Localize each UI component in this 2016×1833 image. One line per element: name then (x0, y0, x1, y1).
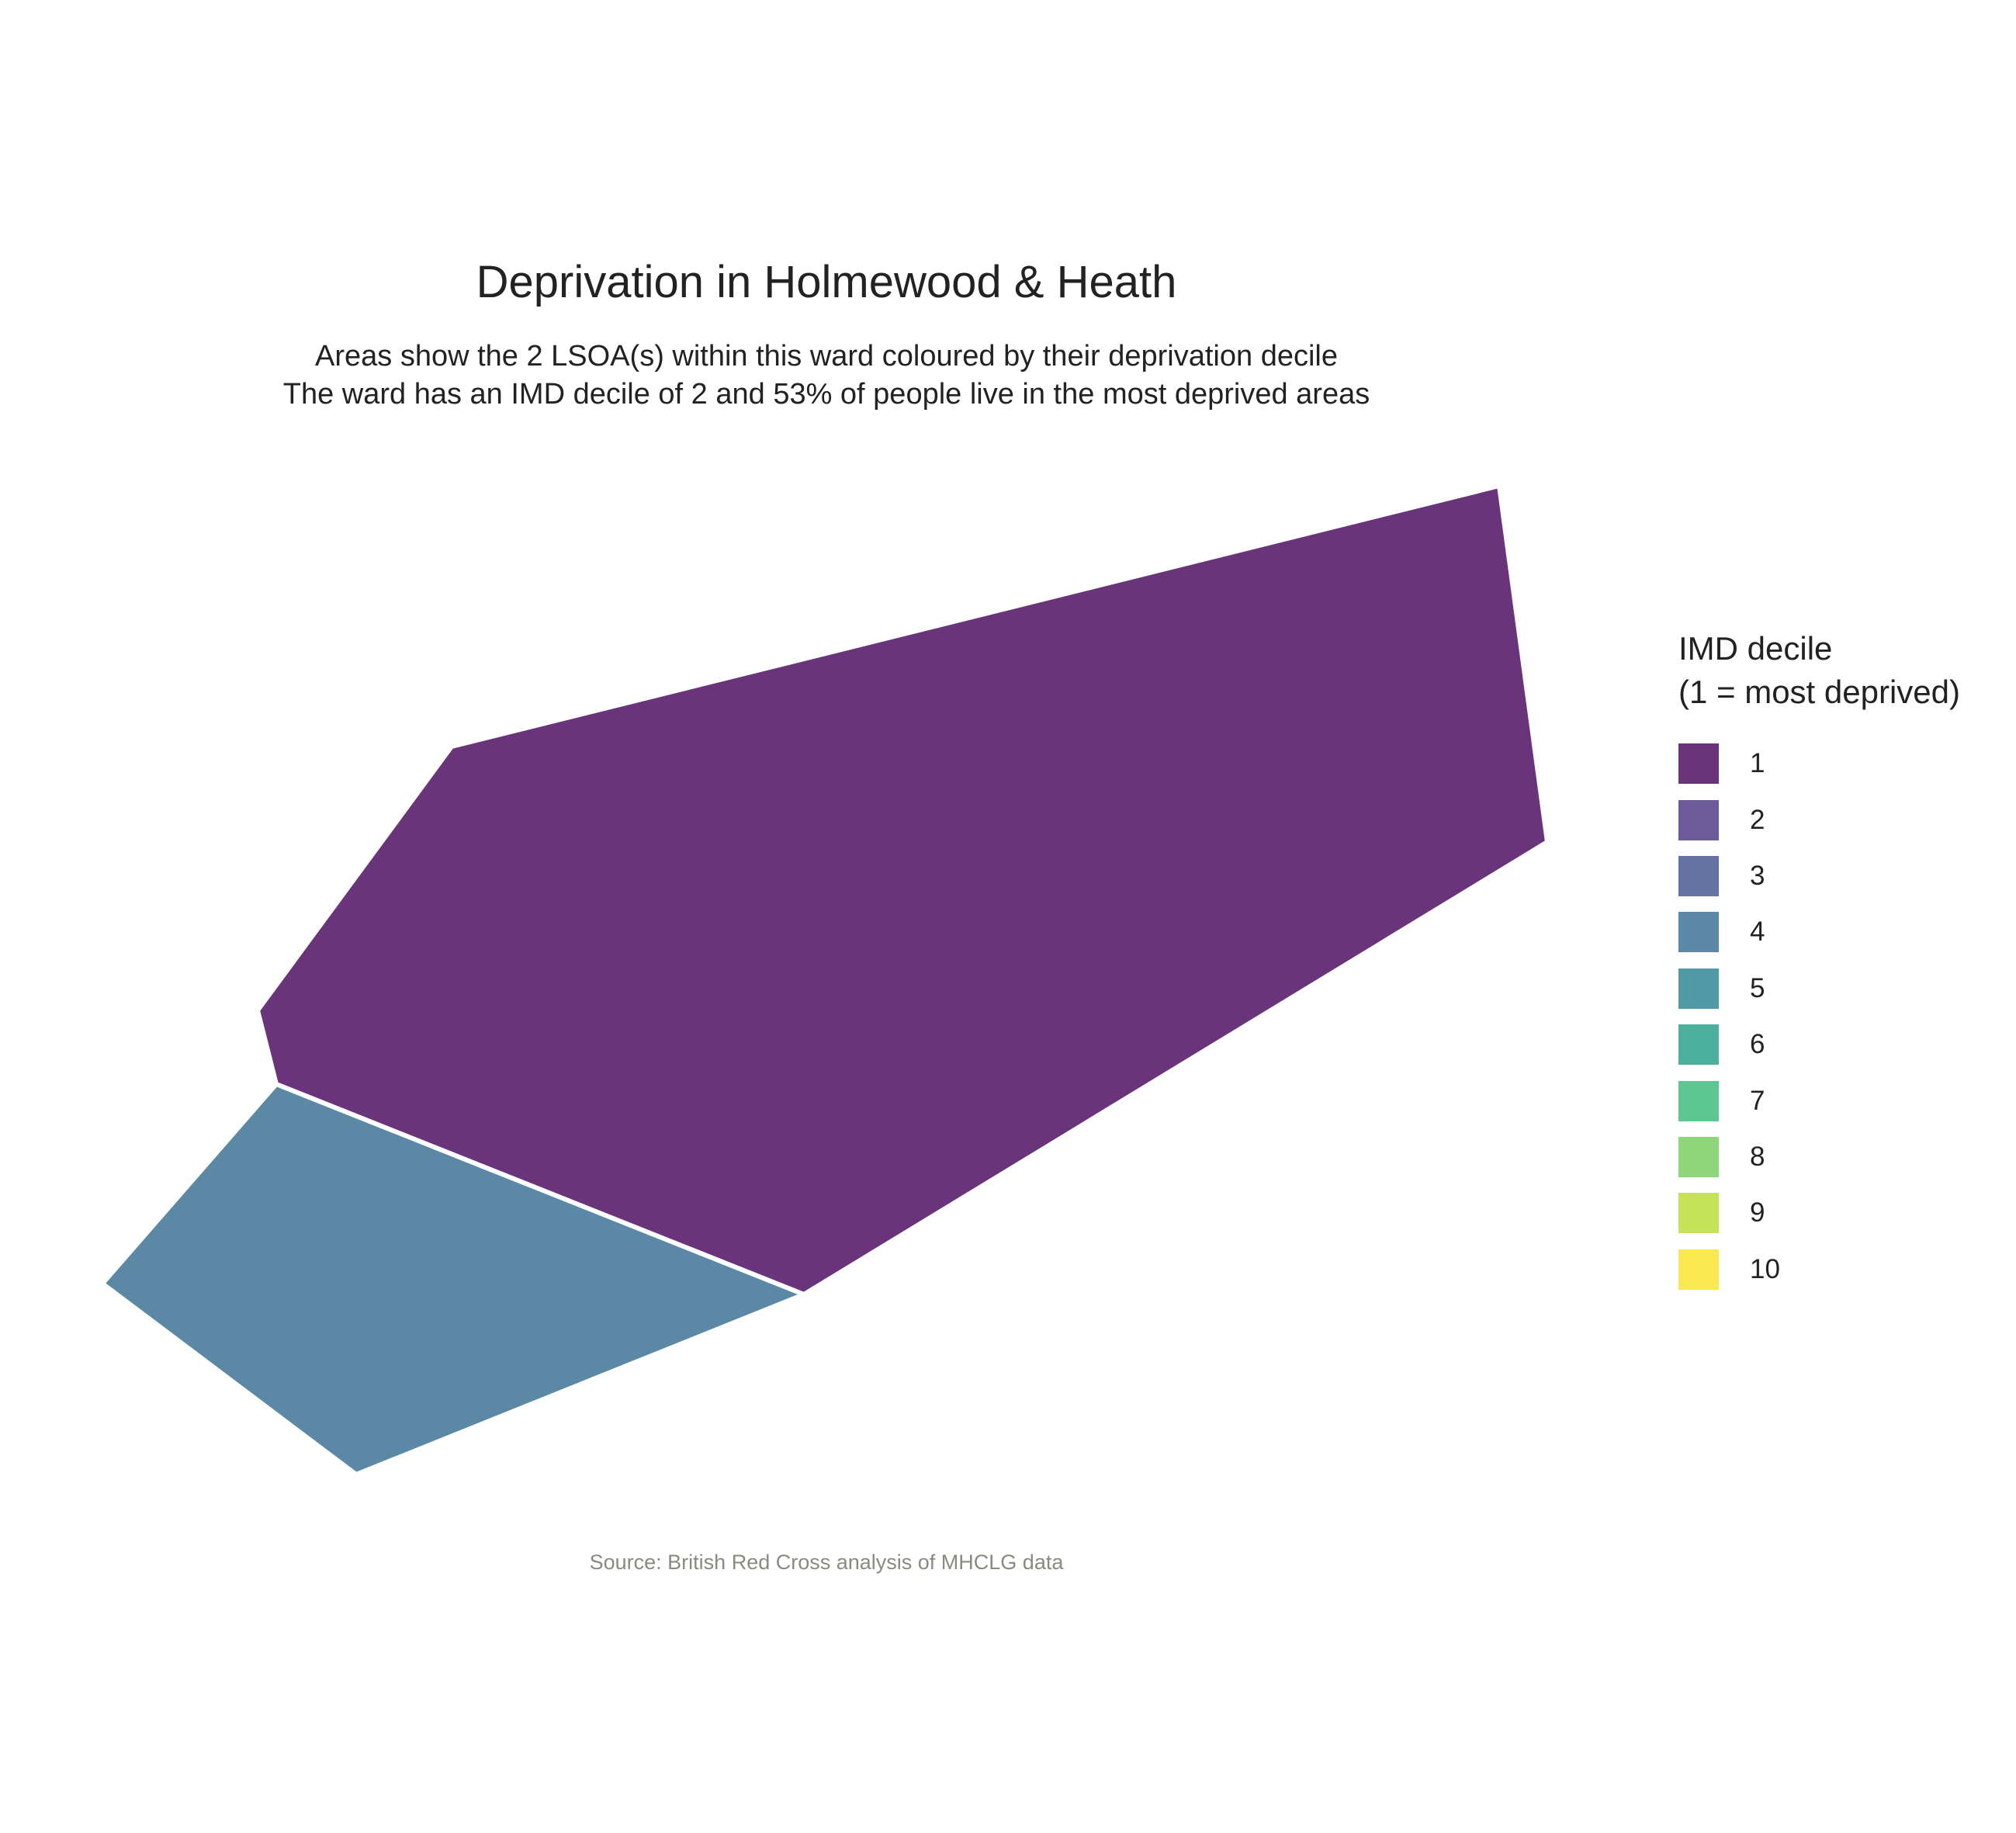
legend-label: 3 (1750, 860, 1765, 891)
legend-label: 6 (1750, 1029, 1765, 1060)
legend-item-9: 9 (1678, 1185, 1960, 1241)
legend-item-10: 10 (1678, 1242, 1960, 1298)
legend-item-5: 5 (1678, 961, 1960, 1017)
legend-label: 1 (1750, 748, 1765, 779)
legend-title-line-2: (1 = most deprived) (1678, 674, 1960, 710)
legend-item-7: 7 (1678, 1072, 1960, 1128)
legend-label: 10 (1750, 1253, 1780, 1284)
map-subtitle-line-1: Areas show the 2 LSOA(s) within this war… (315, 340, 1338, 372)
legend-swatch-2 (1678, 799, 1719, 840)
legend: IMD decile (1 = most deprived) 1 2 3 4 5 6 7 8 9… (1678, 627, 1960, 1298)
source-caption: Source: British Red Cross analysis of MH… (589, 1551, 1064, 1574)
legend-swatch-8 (1678, 1136, 1719, 1177)
legend-swatch-9 (1678, 1193, 1719, 1234)
legend-item-8: 8 (1678, 1129, 1960, 1185)
legend-label: 7 (1750, 1085, 1765, 1116)
legend-item-3: 3 (1678, 848, 1960, 904)
legend-swatch-6 (1678, 1024, 1719, 1065)
legend-swatch-10 (1678, 1249, 1719, 1290)
legend-swatch-4 (1678, 912, 1719, 953)
legend-item-2: 2 (1678, 792, 1960, 847)
legend-item-1: 1 (1678, 736, 1960, 792)
legend-label: 9 (1750, 1197, 1765, 1228)
legend-title-line-1: IMD decile (1678, 630, 1833, 667)
legend-label: 5 (1750, 972, 1765, 1003)
legend-label: 4 (1750, 916, 1765, 948)
legend-item-4: 4 (1678, 904, 1960, 960)
legend-label: 2 (1750, 804, 1765, 835)
legend-swatch-3 (1678, 855, 1719, 896)
legend-items: 1 2 3 4 5 6 7 8 9 10 (1678, 736, 1960, 1298)
legend-swatch-7 (1678, 1080, 1719, 1121)
map-subtitle-line-2: The ward has an IMD decile of 2 and 53% … (282, 378, 1370, 411)
legend-item-6: 6 (1678, 1017, 1960, 1072)
legend-swatch-1 (1678, 743, 1719, 785)
legend-swatch-5 (1678, 968, 1719, 1009)
legend-label: 8 (1750, 1141, 1765, 1172)
lsoa-area-decile-4 (100, 1082, 806, 1477)
map-title: Deprivation in Holmewood & Heath (476, 257, 1177, 307)
